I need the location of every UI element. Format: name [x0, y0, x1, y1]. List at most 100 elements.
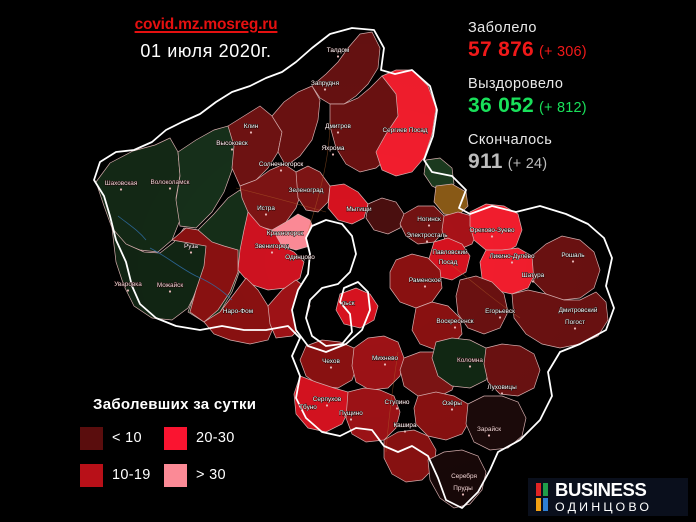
logo-bar-green — [543, 483, 548, 496]
region-serpukhov — [293, 375, 351, 433]
city-dot — [270, 251, 274, 254]
city-dot — [189, 251, 193, 254]
moscow-city-cutout — [292, 220, 370, 352]
city-dot — [468, 365, 472, 368]
region-ramenskoye — [389, 253, 443, 309]
region-pavlovsky-posad — [427, 237, 471, 281]
city-dot — [325, 404, 329, 407]
city-label: Мытищи — [346, 206, 372, 213]
legend-swatch-20-30 — [164, 426, 187, 450]
stat-infected-delta: (+ 306) — [539, 44, 587, 60]
logo-odintsovo-word: ОДИНЦОВО — [555, 499, 653, 514]
stat-recovered-row: 36 052 (+ 812) — [468, 94, 688, 118]
region-mikhnevo — [351, 335, 405, 391]
city-label: Одинцово — [285, 254, 315, 261]
region-mozhaysk — [187, 189, 257, 323]
region-dmitrovsky-pogost — [511, 289, 609, 349]
city-dot — [230, 148, 234, 151]
city-dot — [450, 408, 454, 411]
statistics-panel: Заболело 57 876 (+ 306) Выздоровело 36 05… — [468, 20, 688, 188]
city-dot — [395, 407, 399, 410]
stat-infected: Заболело 57 876 (+ 306) — [468, 20, 688, 62]
region-noginsk — [399, 205, 445, 245]
region-kashira — [383, 429, 437, 483]
city-dot — [498, 316, 502, 319]
city-label: Руза — [184, 243, 198, 250]
city-label: Истра — [257, 205, 275, 212]
city-label: Талдом — [327, 47, 350, 54]
city-dot — [349, 418, 353, 421]
city-label: Ногинск — [417, 216, 441, 223]
city-dot — [323, 88, 327, 91]
city-dot — [279, 169, 283, 172]
region-shchelkovo — [365, 197, 405, 235]
city-label: Пущино — [339, 410, 363, 417]
stat-deceased: Скончалось 911 (+ 24) — [468, 132, 688, 174]
region-dmitrov — [329, 75, 407, 173]
region-egoryevsk — [455, 275, 509, 335]
region-naro-fominsk-2 — [267, 279, 311, 339]
city-dot — [403, 430, 407, 433]
stat-infected-value: 57 876 — [468, 38, 535, 61]
city-label: Зеленоград — [289, 187, 324, 194]
city-dot — [461, 493, 465, 496]
city-label: Кашира — [393, 422, 417, 429]
region-uvarovka — [111, 226, 211, 321]
city-dot — [264, 213, 268, 216]
legend-swatch-lt10 — [80, 426, 103, 450]
city-label: Рошаль — [561, 252, 585, 259]
city-label: льск — [341, 300, 354, 307]
region-istra — [239, 163, 303, 231]
region-mytishchi — [327, 183, 369, 225]
city-dot — [126, 289, 130, 292]
city-label: Раменское — [409, 277, 442, 284]
city-dot — [336, 55, 340, 58]
region-solnechnogorsk — [271, 85, 321, 167]
city-dot — [423, 285, 427, 288]
legend: Заболевших за сутки < 10 20-30 10-19 > 3… — [80, 396, 300, 490]
region-kolomna — [431, 337, 493, 389]
region-orekhovo-zuevo — [469, 203, 523, 255]
city-label: Яхрома — [322, 145, 345, 152]
logo-bar-red — [536, 483, 541, 496]
city-label: Дмитровский — [559, 306, 598, 314]
city-dot — [510, 261, 514, 264]
city-label: Запрудня — [311, 80, 340, 87]
city-label: Погост — [565, 319, 585, 326]
city-label: Красногорск — [267, 230, 304, 237]
city-label: Пруды — [453, 485, 473, 492]
city-label: Электросталь — [406, 232, 448, 239]
city-label: Воскресенск — [436, 318, 473, 325]
legend-title: Заболевших за сутки — [93, 396, 257, 413]
stat-deceased-delta: (+ 24) — [507, 156, 548, 172]
region-insert-olive — [433, 183, 469, 217]
city-label: Сергиев Посад — [383, 127, 428, 134]
region-volokolamsk — [175, 125, 237, 229]
city-label: Можайск — [157, 281, 183, 289]
region-ozyory — [413, 391, 471, 441]
legend-item-lt10: < 10 — [80, 423, 164, 453]
city-dot — [168, 187, 172, 190]
city-dot — [168, 290, 172, 293]
city-label: Михнево — [372, 355, 398, 362]
legend-item-gt30: > 30 — [164, 460, 248, 490]
region-likino-dulyovo — [479, 247, 537, 295]
legend-grid: < 10 20-30 10-19 > 30 — [80, 423, 300, 490]
city-dot — [425, 240, 429, 243]
region-krasnogorsk — [271, 213, 317, 251]
region-stupino — [345, 387, 401, 443]
site-link[interactable]: covid.mz.mosreg.ru — [134, 16, 278, 33]
city-label: Луховицы — [487, 384, 517, 391]
logo-bars-icon — [536, 483, 548, 511]
date-label: 01 июля 2020г. — [140, 41, 272, 61]
city-label: Павловский — [432, 248, 468, 256]
city-dot — [500, 392, 504, 395]
city-label: Шатура — [522, 272, 545, 279]
region-ruza — [171, 227, 239, 323]
city-label: Егорьевск — [485, 308, 515, 315]
business-odintsovo-logo[interactable]: BUSINESS ОДИНЦОВО — [528, 478, 688, 516]
city-label: Зарайск — [477, 425, 501, 433]
region-voskresensk — [411, 301, 463, 351]
stat-recovered: Выздоровело 36 052 (+ 812) — [468, 76, 688, 118]
region-lukhovitsy — [483, 343, 541, 397]
